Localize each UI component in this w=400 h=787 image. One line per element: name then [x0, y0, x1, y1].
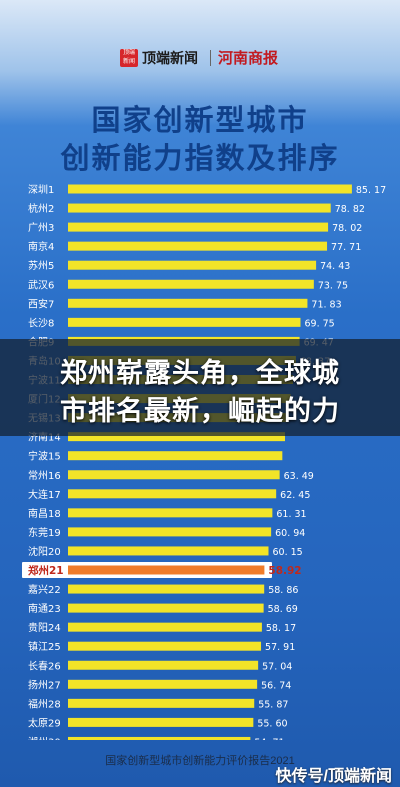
- bar: [68, 279, 314, 289]
- brand-divider: [210, 50, 211, 66]
- category-label: 武汉6: [28, 278, 54, 291]
- value-label: 77. 71: [331, 242, 361, 253]
- category-label: 南通23: [28, 602, 61, 615]
- value-label: 57. 91: [265, 642, 295, 653]
- bar: [68, 222, 329, 232]
- category-label: 长春26: [28, 660, 61, 672]
- bar: [68, 546, 269, 556]
- category-label: 西安7: [28, 297, 54, 310]
- category-label: 南京4: [28, 240, 54, 253]
- value-label: 57. 04: [262, 661, 292, 672]
- brand-logo-icon: 顶端 新闻: [120, 49, 138, 67]
- value-label: 78. 82: [335, 204, 365, 215]
- partner-brand: 河南商报: [218, 51, 279, 67]
- value-label: 78. 02: [332, 223, 362, 234]
- overlay-headline: 郑州崭露头角，全球城 市排名最新，崛起的力: [0, 355, 400, 431]
- value-label: 58. 69: [268, 604, 298, 615]
- watermark: 快传号/顶端新闻: [275, 768, 392, 785]
- bar: [68, 698, 255, 708]
- value-label: 60. 94: [275, 528, 305, 539]
- category-label: 太原29: [28, 716, 61, 729]
- category-label: 嘉兴22: [28, 583, 61, 596]
- category-label: 贵阳24: [28, 621, 61, 634]
- bar: [68, 641, 262, 651]
- value-label: 69. 75: [305, 318, 335, 329]
- value-label: 58.92: [268, 565, 301, 577]
- value-label: 56. 74: [261, 680, 291, 691]
- value-label: 61. 31: [276, 509, 306, 520]
- brand-bar: 顶端 新闻 顶端新闻 河南商报: [0, 44, 400, 72]
- value-label: 63. 49: [284, 471, 314, 482]
- value-label: 58. 86: [268, 585, 298, 596]
- headline-line1: 国家创新型城市: [91, 103, 309, 137]
- bar: [68, 184, 352, 194]
- value-label: 60. 15: [273, 547, 303, 558]
- bar: [68, 241, 328, 251]
- bar: [68, 603, 264, 613]
- category-label: 常州16: [28, 469, 61, 482]
- category-label: 长沙8: [28, 317, 54, 329]
- value-label: 54. 71: [254, 737, 284, 740]
- bar: [68, 432, 285, 442]
- bar: [68, 317, 301, 327]
- category-label: 广州3: [28, 222, 54, 234]
- category-label: 沈阳20: [28, 545, 61, 558]
- bar: [68, 679, 258, 689]
- bar: [68, 470, 280, 480]
- value-label: 71. 83: [311, 299, 341, 310]
- bar: [68, 298, 308, 308]
- bar: [68, 584, 265, 594]
- category-label: 苏州5: [28, 259, 54, 272]
- value-label: 58. 17: [266, 623, 296, 634]
- bar: [68, 508, 273, 518]
- category-label: 扬州27: [28, 678, 61, 691]
- bar: [68, 736, 251, 740]
- overlay-line1: 郑州崭露头角，全球城: [60, 358, 340, 389]
- bar: [68, 527, 272, 537]
- headline-line2: 创新能力指数及排序: [60, 141, 340, 175]
- value-label: 55. 87: [258, 699, 288, 710]
- bar: [68, 565, 265, 575]
- category-label: 湖州30: [28, 736, 61, 740]
- value-label: 55. 60: [257, 718, 287, 729]
- category-label: 南昌18: [28, 507, 61, 520]
- category-label: 大连17: [28, 488, 61, 501]
- value-label: 74. 43: [320, 261, 350, 272]
- bar: [68, 622, 262, 632]
- bar: [68, 260, 317, 270]
- overlay-band: [0, 339, 400, 436]
- bar: [68, 489, 277, 499]
- category-label: 郑州21: [28, 564, 64, 577]
- bar-chart: 深圳1 85. 17 杭州2 78. 82 广州3 78. 02 南京4 77. 71 苏州5 7…: [22, 184, 386, 740]
- category-label: 福州28: [28, 697, 61, 710]
- bar: [68, 660, 259, 670]
- brand-left: 顶端 新闻 顶端新闻: [120, 48, 198, 68]
- category-label: 宁波15: [28, 450, 61, 463]
- overlay-line2: 市排名最新，崛起的力: [60, 396, 340, 427]
- category-label: 杭州2: [28, 202, 54, 215]
- brand-name: 顶端新闻: [142, 52, 198, 67]
- category-label: 镇江25: [28, 640, 61, 653]
- source-note: 国家创新型城市创新能力评价报告2021: [105, 755, 295, 767]
- value-label: 73. 75: [318, 280, 348, 291]
- value-label: 62. 45: [280, 490, 310, 501]
- bar: [68, 451, 283, 461]
- bar: [68, 203, 331, 213]
- category-label: 深圳1: [28, 184, 54, 196]
- value-label: 85. 17: [356, 185, 386, 196]
- bar: [68, 717, 254, 727]
- category-label: 东莞19: [28, 526, 61, 539]
